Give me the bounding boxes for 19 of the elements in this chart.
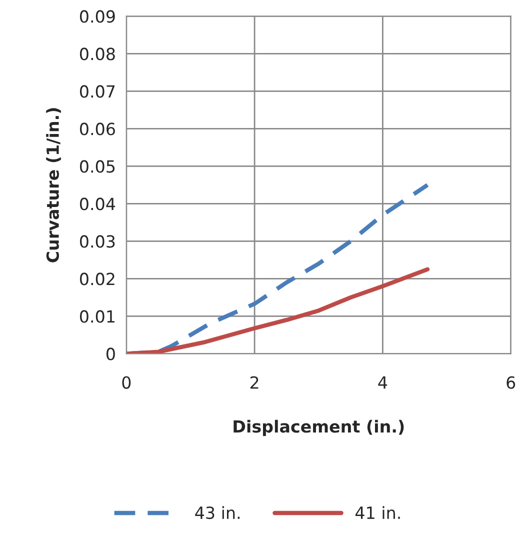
y-axis-title: Curvature (1/in.) <box>46 108 61 262</box>
y-tick-label: 0.06 <box>80 122 115 136</box>
y-tick-label: 0.09 <box>80 10 115 23</box>
legend-label: 43 in. <box>195 506 240 520</box>
x-tick-label: 2 <box>250 376 258 389</box>
y-tick-label: 0.03 <box>80 235 115 248</box>
line-series <box>126 267 430 354</box>
y-tick-label: 0.04 <box>80 198 116 210</box>
y-tick-label: 0 <box>106 348 115 360</box>
y-tick-label: 0.07 <box>80 85 115 98</box>
x-tick-label: 4 <box>378 376 388 389</box>
x-tick-label: 6 <box>506 376 516 389</box>
x-axis-title: Displacement (in.) <box>234 420 404 436</box>
y-tick-label: 0.01 <box>80 310 114 323</box>
y-tick-label: 0.05 <box>80 160 115 173</box>
legend-label: 41 in. <box>355 506 400 519</box>
y-tick-label: 0.08 <box>80 48 115 60</box>
y-tick-label: 0.02 <box>80 272 114 286</box>
x-tick-label: 0 <box>122 376 131 389</box>
